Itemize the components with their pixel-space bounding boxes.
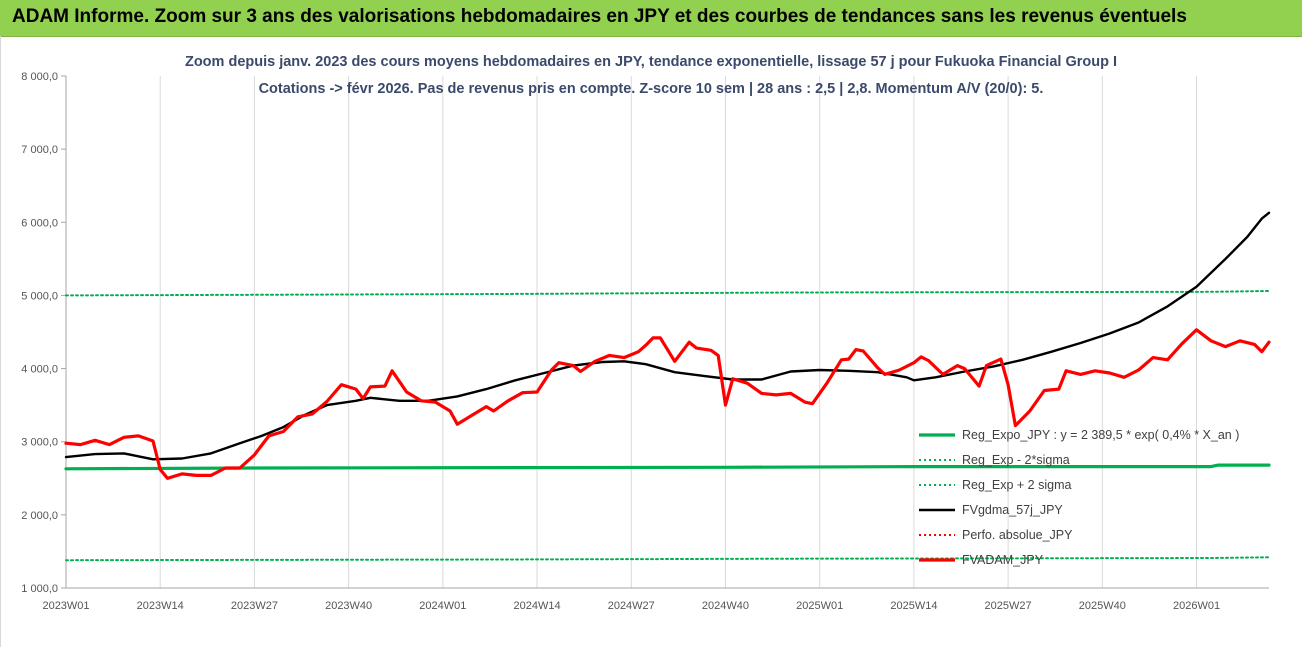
legend-label: Reg_Exp + 2 sigma: [962, 478, 1071, 492]
y-tick-label: 4 000,0: [21, 364, 58, 376]
legend-label: Reg_Expo_JPY : y = 2 389,5 * exp( 0,4% *…: [962, 428, 1239, 442]
y-tick-label: 1 000,0: [21, 583, 58, 595]
x-tick-label: 2025W01: [796, 600, 843, 612]
series-line-5: [64, 328, 1271, 480]
legend-label: Perfo. absolue_JPY: [962, 528, 1073, 542]
x-tick-label: 2024W14: [514, 600, 561, 612]
x-tick-label: 2023W14: [137, 600, 184, 612]
y-tick-label: 2 000,0: [21, 510, 58, 522]
y-tick-label: 5 000,0: [21, 290, 58, 302]
report-banner: ADAM Informe. Zoom sur 3 ans des valoris…: [0, 0, 1302, 37]
legend-label: FVgdma_57j_JPY: [962, 503, 1063, 517]
x-tick-label: 2025W40: [1079, 600, 1126, 612]
chart-title-line-1: Zoom depuis janv. 2023 des cours moyens …: [185, 54, 1117, 70]
x-tick-label: 2025W14: [890, 600, 937, 612]
axes: 2023W01 2023W14 2023W27 2023W40 2024W01 2024W…: [21, 71, 1269, 612]
series-lines: [64, 211, 1271, 562]
report-title: ADAM Informe. Zoom sur 3 ans des valoris…: [12, 6, 1187, 27]
chart-area: 2023W01 2023W14 2023W27 2023W40 2024W01 2024W…: [0, 36, 1302, 647]
legend-label: FVADAM_JPY: [962, 553, 1044, 567]
x-tick-label: 2024W27: [608, 600, 655, 612]
y-tick-label: 7 000,0: [21, 144, 58, 156]
series-line-2: [65, 290, 1270, 297]
series-line-3: [64, 211, 1271, 461]
x-tick-label: 2023W27: [231, 600, 278, 612]
y-tick-label: 8 000,0: [21, 71, 58, 83]
x-tick-label: 2026W01: [1173, 600, 1220, 612]
y-tick-label: 6 000,0: [21, 217, 58, 229]
legend-label: Reg_Exp - 2*sigma: [962, 453, 1070, 467]
chart-title-line-2: Cotations -> févr 2026. Pas de revenus p…: [259, 81, 1044, 97]
chart-svg: 2023W01 2023W14 2023W27 2023W40 2024W01 2024W…: [21, 54, 1271, 612]
x-tick-label: 2023W40: [325, 600, 372, 612]
gridlines: [65, 76, 1198, 588]
series-line-0: [64, 463, 1271, 471]
legend: Reg_Expo_JPY : y = 2 389,5 * exp( 0,4% *…: [919, 428, 1239, 567]
x-tick-label: 2023W01: [42, 600, 89, 612]
x-tick-label: 2024W01: [419, 600, 466, 612]
series-line-1: [65, 556, 1270, 562]
x-tick-label: 2025W27: [985, 600, 1032, 612]
y-tick-label: 3 000,0: [21, 437, 58, 449]
x-tick-label: 2024W40: [702, 600, 749, 612]
